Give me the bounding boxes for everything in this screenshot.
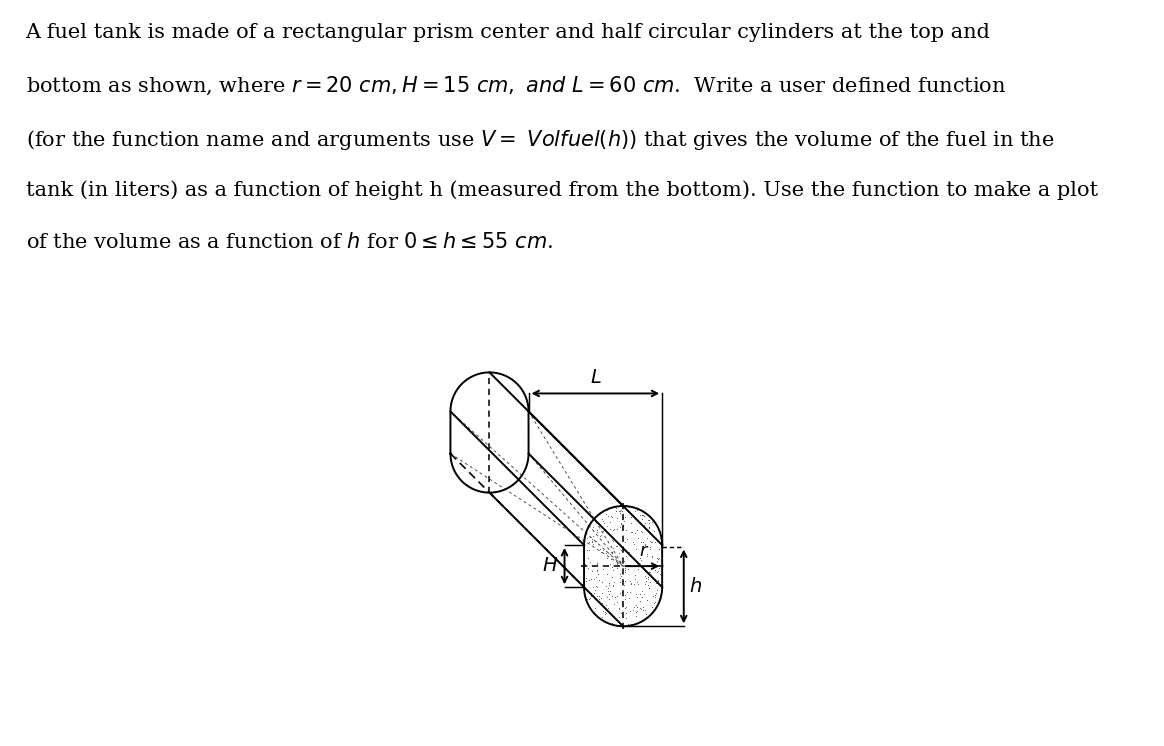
Text: $r$: $r$ bbox=[639, 542, 650, 560]
Text: tank (in liters) as a function of height h (measured from the bottom). Use the f: tank (in liters) as a function of height… bbox=[26, 180, 1098, 200]
Text: of the volume as a function of $h$ for $0 \leq h \leq 55\ \mathit{cm}$.: of the volume as a function of $h$ for $… bbox=[26, 233, 553, 252]
Text: $h$: $h$ bbox=[689, 577, 702, 596]
Text: bottom as shown, where $r = 20\ \mathit{cm}, H = 15\ \mathit{cm},\ \mathit{and}\: bottom as shown, where $r = 20\ \mathit{… bbox=[26, 75, 1006, 97]
Text: A fuel tank is made of a rectangular prism center and half circular cylinders at: A fuel tank is made of a rectangular pri… bbox=[26, 22, 991, 42]
Text: $L$: $L$ bbox=[589, 369, 601, 387]
Text: $H$: $H$ bbox=[542, 557, 559, 575]
Text: (for the function name and arguments use $V = \ \mathit{Volfuel}(h))$ that gives: (for the function name and arguments use… bbox=[26, 128, 1055, 151]
